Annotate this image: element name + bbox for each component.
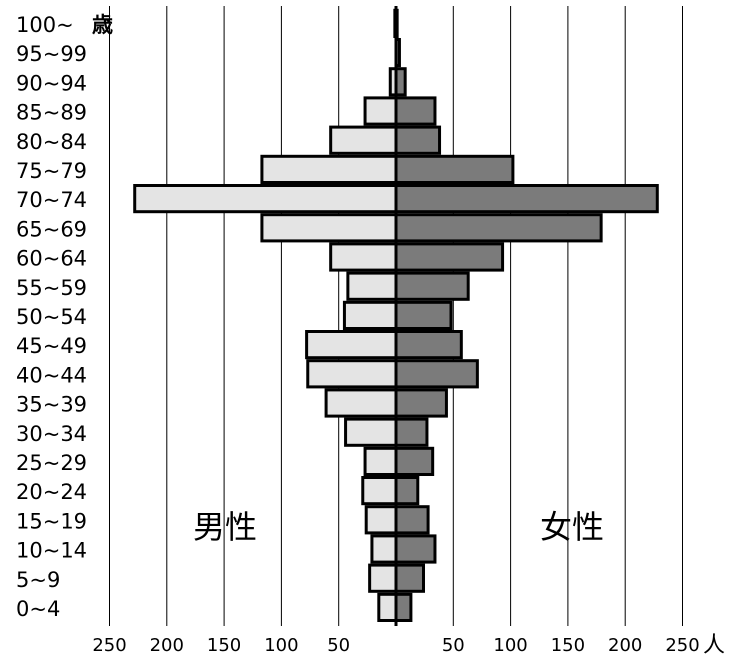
bar-female-10~14 <box>394 534 437 564</box>
value-unit-label: 人 <box>703 633 725 658</box>
bar-male-35~39 <box>324 388 398 418</box>
bar-female-55~59 <box>394 271 470 301</box>
female-label: 女性 <box>540 508 604 546</box>
x-tick-male-50: 50 <box>327 635 350 656</box>
age-label-65~69: 65~69 <box>16 217 87 241</box>
x-tick-female-100: 100 <box>493 635 527 656</box>
bar-male-85~89 <box>363 96 398 126</box>
bar-layer <box>133 8 659 622</box>
bar-male-10~14 <box>370 534 398 564</box>
x-tick-male-100: 100 <box>264 635 298 656</box>
age-label-35~39: 35~39 <box>16 393 87 417</box>
age-label-15~19: 15~19 <box>16 509 87 533</box>
age-label-90~94: 90~94 <box>16 71 87 95</box>
bar-male-5~9 <box>368 563 398 593</box>
bar-male-45~49 <box>305 330 398 360</box>
x-tick-male-250: 250 <box>92 635 126 656</box>
bar-female-50~54 <box>394 300 453 330</box>
bar-female-60~64 <box>394 242 505 272</box>
bar-female-25~29 <box>394 446 435 476</box>
male-label: 男性 <box>193 508 257 546</box>
bar-male-60~64 <box>329 242 398 272</box>
bar-male-55~59 <box>346 271 398 301</box>
x-tick-female-150: 150 <box>551 635 585 656</box>
bar-male-70~74 <box>133 184 398 214</box>
bar-male-40~44 <box>306 359 398 389</box>
age-label-60~64: 60~64 <box>16 247 87 271</box>
bar-female-65~69 <box>394 213 603 243</box>
bar-female-15~19 <box>394 505 430 535</box>
age-label-100~: 100~ <box>16 13 74 37</box>
age-label-5~9: 5~9 <box>16 568 60 592</box>
bar-male-20~24 <box>361 476 398 506</box>
bar-female-75~79 <box>394 154 515 185</box>
label-layer: 0~4 5~9 10~14 15~19 20~24 25~29 30~34 35~39 40~4… <box>16 13 700 656</box>
age-label-85~89: 85~89 <box>16 101 87 125</box>
age-label-55~59: 55~59 <box>16 276 87 300</box>
bar-male-30~34 <box>344 417 398 447</box>
bar-female-0~4 <box>394 592 413 622</box>
bar-male-65~69 <box>260 213 398 243</box>
bar-male-80~84 <box>329 125 398 155</box>
age-label-75~79: 75~79 <box>16 159 87 183</box>
bar-female-40~44 <box>394 359 479 389</box>
x-tick-female-250: 250 <box>665 635 699 656</box>
bar-male-0~4 <box>377 592 398 622</box>
bar-female-5~9 <box>394 563 426 593</box>
age-label-25~29: 25~29 <box>16 451 87 475</box>
bar-female-80~84 <box>394 125 442 155</box>
bar-female-85~89 <box>394 96 437 126</box>
bar-male-15~19 <box>364 505 398 535</box>
age-label-40~44: 40~44 <box>16 363 87 387</box>
age-label-30~34: 30~34 <box>16 422 87 446</box>
bar-male-75~79 <box>260 154 398 185</box>
age-label-50~54: 50~54 <box>16 305 87 329</box>
x-tick-male-200: 200 <box>150 635 184 656</box>
bar-male-25~29 <box>363 446 398 476</box>
x-tick-female-200: 200 <box>608 635 642 656</box>
age-unit-label: 歳 <box>92 13 113 37</box>
age-label-95~99: 95~99 <box>16 42 87 66</box>
bar-female-45~49 <box>394 330 463 360</box>
age-label-0~4: 0~4 <box>16 597 60 621</box>
bar-female-20~24 <box>394 476 420 506</box>
bar-female-30~34 <box>394 417 429 447</box>
bar-male-50~54 <box>342 300 398 330</box>
bar-female-70~74 <box>394 184 659 214</box>
x-tick-male-150: 150 <box>207 635 241 656</box>
bar-female-35~39 <box>394 388 448 418</box>
age-label-80~84: 80~84 <box>16 130 87 154</box>
age-label-70~74: 70~74 <box>16 188 87 212</box>
age-label-45~49: 45~49 <box>16 334 87 358</box>
age-label-20~24: 20~24 <box>16 480 87 504</box>
grid-layer <box>109 6 683 626</box>
x-tick-female-50: 50 <box>442 635 465 656</box>
age-label-10~14: 10~14 <box>16 539 87 563</box>
